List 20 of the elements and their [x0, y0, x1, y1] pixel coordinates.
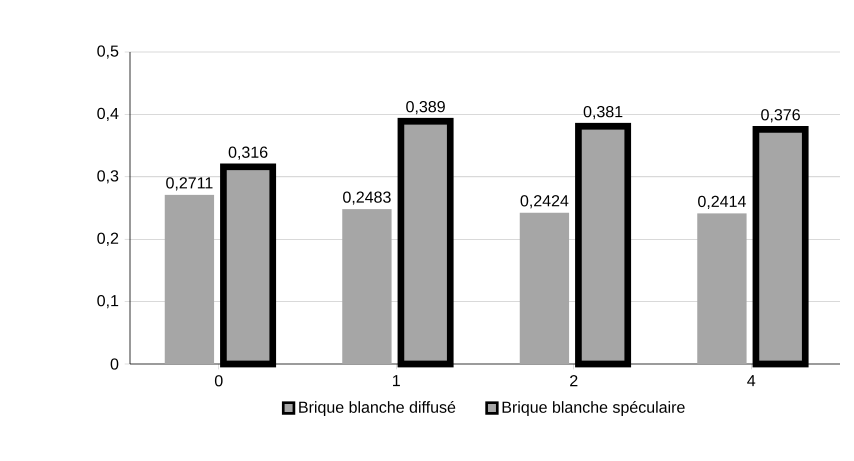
legend-label: Brique blanche spéculaire — [502, 400, 685, 416]
data-label: 0,316 — [228, 146, 268, 160]
data-label: 0,2414 — [698, 196, 746, 209]
y-tick-label: 0,3 — [97, 170, 118, 184]
data-label: 0,2424 — [520, 195, 568, 208]
x-tick-label: 1 — [393, 375, 400, 386]
legend-label: Brique blanche diffusé — [299, 400, 456, 416]
y-tick-label: 0,2 — [97, 232, 118, 246]
x-tick-label: 2 — [570, 375, 578, 386]
data-label: 0,376 — [761, 109, 800, 122]
x-tick-label: 0 — [214, 375, 223, 386]
y-tick-label: 0 — [110, 358, 118, 370]
data-label: 0,2711 — [166, 177, 213, 190]
y-tick-label: 0,5 — [97, 45, 118, 59]
x-tick-label: 4 — [747, 375, 756, 386]
data-label: 0,2483 — [343, 191, 391, 205]
y-tick-label: 0,1 — [97, 295, 118, 308]
data-label: 0,381 — [584, 106, 622, 120]
data-label: 0,389 — [406, 100, 445, 114]
y-tick-label: 0,4 — [97, 108, 118, 122]
